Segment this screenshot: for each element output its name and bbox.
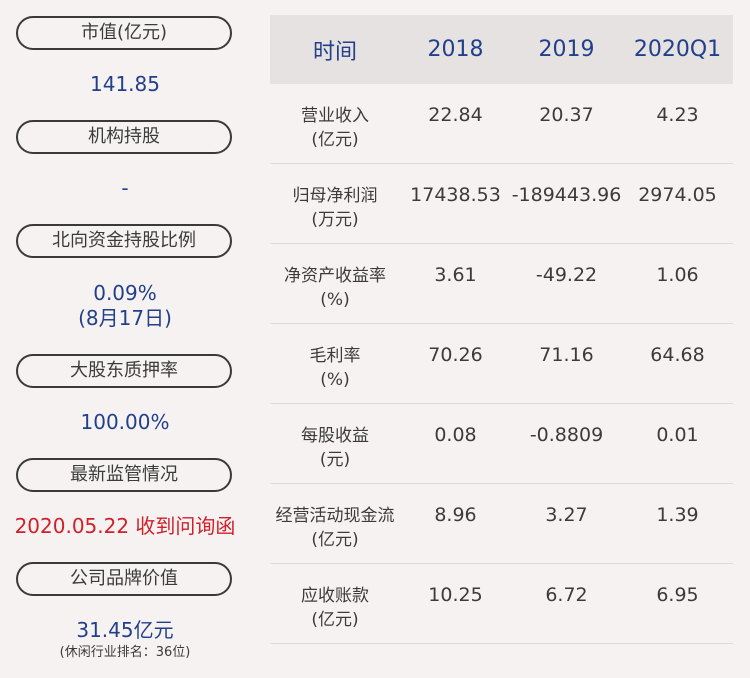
financial-table: 时间 2018 2019 2020Q1 营业收入 (亿元) 22.84 20.37…: [270, 15, 733, 644]
table-cell: -189443.96: [511, 184, 622, 206]
market-cap-value: 141.85: [90, 72, 160, 96]
regulatory-status-value: 2020.05.22 收到问询函: [14, 514, 236, 538]
table-row: 毛利率 (%) 70.26 71.16 64.68: [270, 324, 733, 404]
summary-panel: 市值(亿元) 141.85 机构持股 - 北向资金持股比例 0.09% (8月1…: [0, 0, 250, 678]
row-label: 营业收入 (亿元): [301, 106, 369, 150]
table-cell: 6.72: [545, 584, 588, 606]
table-cell: 0.01: [656, 424, 699, 446]
table-row: 净资产收益率 (%) 3.61 -49.22 1.06: [270, 244, 733, 324]
table-row: 营业收入 (亿元) 22.84 20.37 4.23: [270, 84, 733, 164]
institutional-holding-label: 机构持股: [16, 120, 232, 154]
table-cell: 3.27: [545, 504, 588, 526]
northbound-ratio-date: (8月17日): [78, 306, 172, 330]
row-label: 毛利率 (%): [309, 346, 361, 390]
table-cell: 4.23: [656, 104, 699, 126]
header-2020q1: 2020Q1: [633, 37, 722, 62]
table-cell: 20.37: [539, 104, 594, 126]
table-cell: 3.61: [434, 264, 477, 286]
table-cell: 10.25: [428, 584, 483, 606]
table-cell: 0.08: [434, 424, 477, 446]
brand-rank-note: (休闲行业排名：36位): [59, 645, 191, 660]
table-cell: -0.8809: [529, 424, 604, 446]
brand-value-label: 公司品牌价值: [16, 562, 232, 596]
row-label: 每股收益 (元): [301, 426, 369, 470]
table-cell: 1.06: [656, 264, 699, 286]
table-cell: 6.95: [656, 584, 699, 606]
header-2018: 2018: [427, 37, 484, 62]
market-cap-label: 市值(亿元): [16, 16, 232, 50]
header-period: 时间: [312, 39, 357, 65]
pledge-rate-label: 大股东质押率: [16, 354, 232, 388]
table-cell: 8.96: [434, 504, 477, 526]
table-row: 每股收益 (元) 0.08 -0.8809 0.01: [270, 404, 733, 484]
table-header: 时间 2018 2019 2020Q1: [270, 15, 733, 84]
table-row: 应收账款 (亿元) 10.25 6.72 6.95: [270, 564, 733, 644]
northbound-ratio-label: 北向资金持股比例: [16, 224, 232, 258]
row-label: 应收账款 (亿元): [301, 586, 369, 630]
brand-value-value: 31.45亿元: [76, 618, 174, 642]
table-cell: 22.84: [428, 104, 483, 126]
institutional-holding-value: -: [121, 176, 129, 200]
table-cell: 64.68: [650, 344, 705, 366]
table-cell: 70.26: [428, 344, 483, 366]
row-label: 净资产收益率 (%): [284, 266, 386, 310]
table-row: 归母净利润 (万元) 17438.53 -189443.96 2974.05: [270, 164, 733, 244]
row-label: 归母净利润 (万元): [292, 186, 378, 230]
table-cell: 1.39: [656, 504, 699, 526]
row-label: 经营活动现金流 (亿元): [275, 506, 395, 550]
header-2019: 2019: [538, 37, 595, 62]
table-cell: -49.22: [535, 264, 598, 286]
table-cell: 71.16: [539, 344, 594, 366]
northbound-ratio-value: 0.09%: [93, 281, 157, 305]
table-cell: 17438.53: [410, 184, 501, 206]
regulatory-status-label: 最新监管情况: [16, 458, 232, 492]
table-cell: 2974.05: [638, 184, 717, 206]
pledge-rate-value: 100.00%: [80, 410, 170, 434]
table-row: 经营活动现金流 (亿元) 8.96 3.27 1.39: [270, 484, 733, 564]
